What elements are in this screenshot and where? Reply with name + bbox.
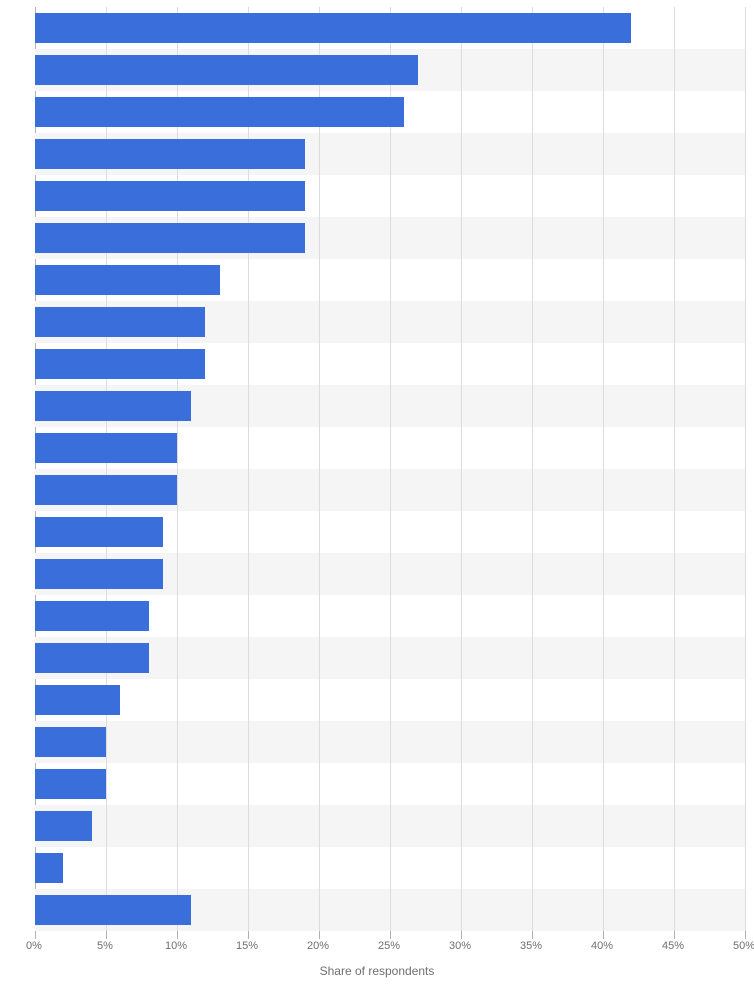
- bar: [35, 727, 106, 757]
- x-tick: [674, 931, 675, 939]
- x-tick-label: 35%: [520, 940, 542, 952]
- bar: [35, 265, 220, 295]
- x-tick-label: 20%: [307, 940, 329, 952]
- bar: [35, 97, 404, 127]
- bar: [35, 769, 106, 799]
- bar: [35, 349, 205, 379]
- plot-area: [34, 6, 746, 932]
- x-tick-label: 5%: [97, 940, 113, 952]
- x-tick-label: 0%: [26, 940, 42, 952]
- gridline: [461, 7, 462, 931]
- x-tick: [461, 931, 462, 939]
- x-tick-label: 40%: [591, 940, 613, 952]
- bar: [35, 13, 631, 43]
- bar: [35, 643, 149, 673]
- bar: [35, 601, 149, 631]
- x-tick: [35, 931, 36, 939]
- gridline: [603, 7, 604, 931]
- x-tick-label: 25%: [378, 940, 400, 952]
- bar: [35, 811, 92, 841]
- x-tick-label: 50%: [733, 940, 754, 952]
- x-tick-label: 10%: [165, 940, 187, 952]
- x-tick-label: 30%: [449, 940, 471, 952]
- gridline: [532, 7, 533, 931]
- gridline: [390, 7, 391, 931]
- gridline: [674, 7, 675, 931]
- x-tick-label: 45%: [662, 940, 684, 952]
- bar: [35, 559, 163, 589]
- bar: [35, 181, 305, 211]
- bar: [35, 895, 191, 925]
- x-tick: [177, 931, 178, 939]
- x-tick: [745, 931, 746, 939]
- x-tick: [603, 931, 604, 939]
- gridline: [745, 7, 746, 931]
- x-tick: [248, 931, 249, 939]
- x-tick: [319, 931, 320, 939]
- x-tick: [390, 931, 391, 939]
- bar: [35, 853, 63, 883]
- bar: [35, 685, 120, 715]
- x-tick-label: 15%: [236, 940, 258, 952]
- bar: [35, 55, 418, 85]
- bar-chart: Share of respondents 0% 5% 10% 15% 20% 25% 30%…: [0, 0, 754, 990]
- x-tick: [106, 931, 107, 939]
- bar: [35, 433, 177, 463]
- bar: [35, 307, 205, 337]
- bar: [35, 391, 191, 421]
- bar: [35, 139, 305, 169]
- gridline: [319, 7, 320, 931]
- x-axis-title: Share of respondents: [320, 964, 435, 978]
- bar: [35, 223, 305, 253]
- bar: [35, 517, 163, 547]
- x-tick: [532, 931, 533, 939]
- bar: [35, 475, 177, 505]
